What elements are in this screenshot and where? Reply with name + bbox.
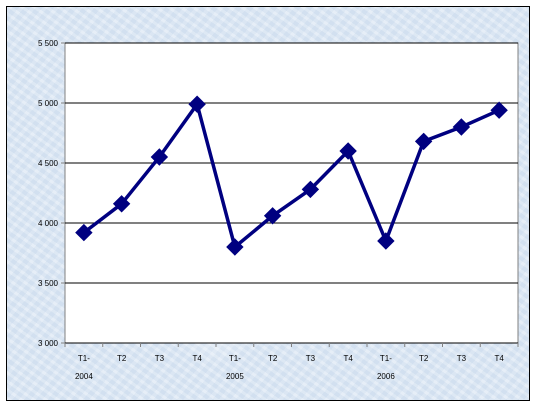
data-point-marker bbox=[226, 238, 244, 256]
x-tick-label: T4 bbox=[494, 354, 504, 363]
x-tick-label: T1- bbox=[380, 354, 392, 363]
data-point-marker bbox=[263, 207, 282, 225]
plot-area bbox=[64, 42, 519, 344]
x-tick-year-label: 2004 bbox=[75, 372, 93, 381]
data-point-marker bbox=[490, 101, 508, 119]
x-tick-label: T4 bbox=[192, 354, 202, 363]
series-markers bbox=[75, 95, 508, 256]
data-point-marker bbox=[112, 195, 131, 213]
x-tick-label: T2 bbox=[117, 354, 127, 363]
y-tick-label: 3 000 bbox=[38, 339, 59, 348]
data-point-marker bbox=[414, 132, 433, 151]
data-point-marker bbox=[377, 232, 395, 250]
x-tick-label: T2 bbox=[268, 354, 278, 363]
x-tick-year-label: 2005 bbox=[226, 372, 244, 381]
y-tick-label: 5 500 bbox=[38, 39, 59, 48]
line-chart: 3 000 3 500 4 000 4 500 5 000 5 500 T1- 2004 T2… bbox=[38, 39, 519, 381]
data-point-marker bbox=[452, 118, 471, 136]
x-axis-ticks: T1- 2004 T2 T3 T4 T1- 2005 T2 T3 T4 T1- 2006 T2 T3 T4 bbox=[64, 343, 519, 381]
data-point-marker bbox=[188, 95, 206, 113]
data-point-marker bbox=[75, 223, 93, 242]
y-axis-ticks: 3 000 3 500 4 000 4 500 5 000 5 500 bbox=[38, 39, 65, 348]
y-tick-label: 4 000 bbox=[38, 219, 59, 228]
x-tick-label: T3 bbox=[155, 354, 165, 363]
y-tick-label: 3 500 bbox=[38, 279, 59, 288]
x-tick-label: T1- bbox=[78, 354, 90, 363]
data-point-marker bbox=[150, 148, 169, 166]
x-tick-label: T2 bbox=[419, 354, 429, 363]
x-tick-label: T3 bbox=[457, 354, 467, 363]
y-tick-label: 4 500 bbox=[38, 159, 59, 168]
data-point-marker bbox=[301, 180, 320, 199]
x-tick-label: T3 bbox=[306, 354, 316, 363]
x-tick-label: T4 bbox=[343, 354, 353, 363]
x-tick-year-label: 2006 bbox=[377, 372, 395, 381]
x-tick-label: T1- bbox=[229, 354, 241, 363]
chart-area: 3 000 3 500 4 000 4 500 5 000 5 500 T1- 2004 T2… bbox=[6, 6, 530, 401]
y-tick-label: 5 000 bbox=[38, 99, 59, 108]
data-point-marker bbox=[339, 142, 357, 160]
